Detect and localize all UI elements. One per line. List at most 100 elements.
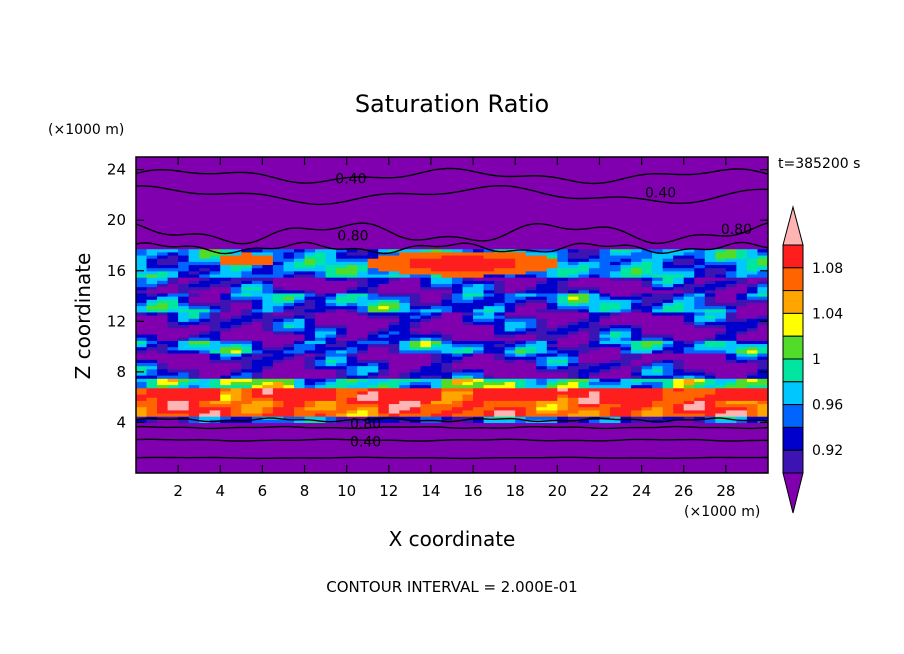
field-cell [641, 258, 653, 262]
field-cell [420, 337, 432, 341]
field-cell [588, 403, 601, 408]
field-cell [399, 343, 411, 348]
field-cell [346, 466, 358, 471]
field-cell [462, 172, 474, 177]
field-cell [220, 242, 232, 247]
field-cell [294, 213, 306, 218]
field-cell [283, 188, 295, 193]
field-cell [494, 296, 506, 300]
field-cell [536, 365, 548, 370]
field-cell [494, 185, 506, 190]
field-cell [272, 318, 285, 322]
field-cell [230, 397, 242, 401]
field-cell [178, 454, 190, 458]
field-cell [494, 166, 506, 171]
field-cell [536, 299, 548, 303]
field-cell [294, 330, 306, 335]
field-cell [409, 321, 421, 326]
field-cell [462, 327, 474, 332]
field-cell [178, 375, 190, 379]
field-cell [588, 387, 601, 392]
field-cell [188, 280, 200, 284]
field-cell [409, 169, 421, 174]
field-cell [325, 397, 337, 401]
field-cell [167, 454, 179, 458]
field-cell [546, 378, 558, 382]
field-cell [325, 346, 337, 351]
field-cell [230, 362, 242, 367]
field-cell [420, 201, 432, 205]
field-cell [388, 435, 400, 439]
field-cell [220, 264, 232, 269]
field-cell [441, 198, 453, 202]
field-cell [146, 283, 158, 288]
field-cell [283, 254, 295, 259]
field-cell [209, 270, 221, 275]
field-cell [315, 283, 327, 288]
field-cell [494, 204, 506, 209]
field-cell [378, 441, 390, 446]
field-cell [304, 204, 316, 209]
field-cell [378, 343, 390, 348]
field-cell [146, 286, 158, 291]
field-cell [157, 416, 169, 420]
field-cell [188, 302, 200, 307]
field-cell [525, 416, 537, 420]
field-cell [599, 302, 611, 307]
field-cell [315, 163, 327, 168]
field-cell [188, 166, 200, 171]
field-cell [262, 245, 274, 250]
field-cell [588, 220, 601, 224]
field-cell [441, 368, 453, 373]
field-cell [399, 330, 411, 335]
field-cell [515, 343, 527, 348]
field-cell [473, 311, 485, 316]
field-cell [199, 409, 211, 414]
field-cell [325, 409, 337, 414]
field-cell [346, 340, 358, 345]
field-cell [209, 400, 221, 405]
field-cell [420, 163, 432, 168]
field-cell [420, 210, 432, 215]
field-cell [136, 438, 148, 442]
field-cell [641, 169, 653, 174]
field-cell [557, 251, 569, 256]
field-cell [525, 441, 537, 446]
field-cell [357, 289, 369, 294]
field-cell [272, 327, 285, 332]
field-cell [473, 343, 485, 348]
field-cell [272, 169, 285, 174]
field-cell [610, 359, 622, 363]
field-cell [304, 223, 316, 228]
field-cell [494, 422, 506, 427]
field-cell [209, 179, 221, 183]
field-cell [504, 324, 516, 329]
field-cell [315, 258, 327, 262]
field-cell [546, 264, 558, 269]
field-cell [536, 375, 548, 379]
field-cell [452, 198, 464, 202]
field-cell [399, 217, 411, 221]
field-cell [294, 236, 306, 240]
field-cell [588, 169, 601, 174]
field-cell [378, 166, 390, 171]
field-cell [515, 308, 527, 313]
field-cell [610, 447, 622, 452]
field-cell [641, 375, 653, 379]
field-cell [515, 431, 527, 436]
field-cell [620, 273, 632, 278]
field-cell [494, 311, 506, 316]
field-cell [652, 356, 664, 360]
field-cell [294, 292, 306, 297]
field-cell [399, 315, 411, 319]
field-cell [430, 428, 443, 433]
field-cell [146, 217, 158, 221]
field-cell [452, 352, 464, 357]
field-cell [462, 359, 474, 363]
field-cell [409, 466, 421, 471]
field-cell [515, 441, 527, 446]
field-cell [525, 340, 537, 345]
field-cell [420, 283, 432, 288]
field-cell [209, 254, 221, 259]
field-cell [157, 305, 169, 310]
